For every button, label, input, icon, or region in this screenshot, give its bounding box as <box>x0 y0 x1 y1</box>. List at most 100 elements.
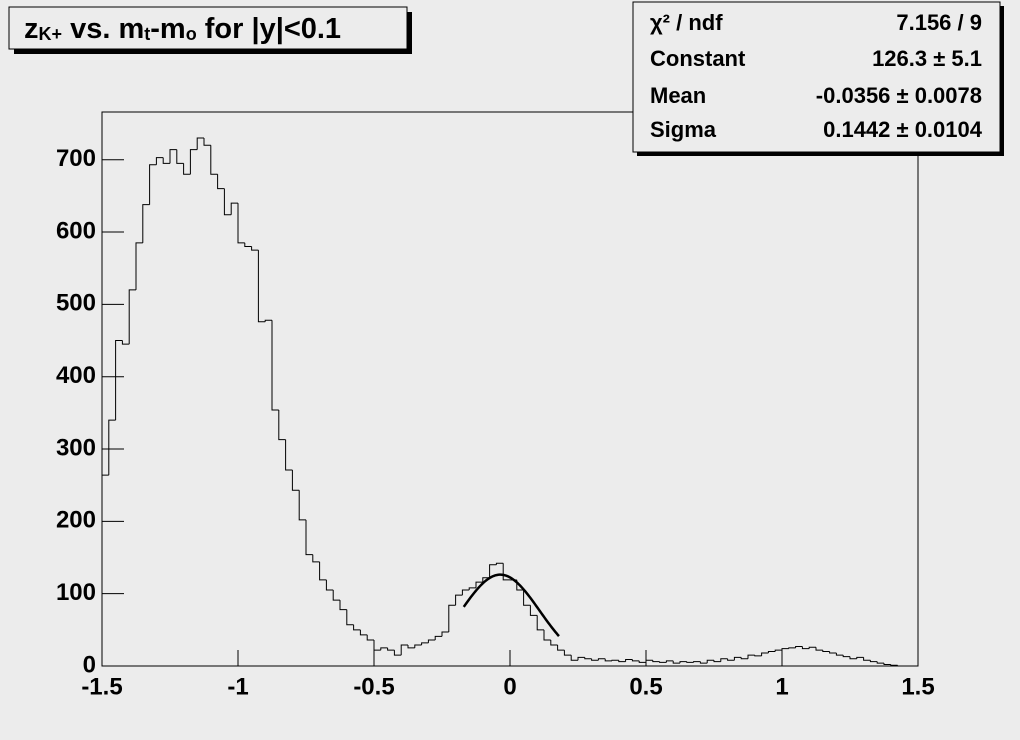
histogram-bin <box>645 659 653 663</box>
histogram-bin <box>808 646 816 649</box>
histogram-bin <box>774 649 782 652</box>
histogram-bin <box>346 609 354 626</box>
histogram-bin <box>829 651 837 654</box>
histogram-bin <box>482 577 490 583</box>
histogram-bin <box>373 639 381 651</box>
histogram-bin <box>611 659 619 661</box>
x-tick-label: 0 <box>503 673 516 700</box>
histogram-bin <box>761 652 769 656</box>
title-text: vs. m <box>62 13 144 45</box>
histogram-bin <box>387 647 395 651</box>
histogram-bin <box>380 647 388 651</box>
histogram-bin <box>407 645 415 649</box>
x-tick-label: -0.5 <box>353 673 394 700</box>
histogram-bin <box>237 203 245 244</box>
histogram-bin <box>176 149 184 164</box>
histogram-bin <box>781 648 789 651</box>
histogram-bin <box>788 647 796 649</box>
histogram-bin <box>523 590 531 606</box>
histogram-bin <box>767 651 776 653</box>
histogram-bin <box>665 660 674 663</box>
histogram-bin <box>584 657 592 660</box>
histogram-bin <box>421 642 429 646</box>
histogram-bin <box>577 656 585 661</box>
histogram-bin <box>359 629 368 636</box>
histogram-bin <box>298 490 306 521</box>
histogram-bin <box>434 635 442 640</box>
stats-value: -0.0356 ± 0.0078 <box>816 83 982 108</box>
histogram-bin <box>264 319 272 322</box>
histogram-bin <box>489 564 497 578</box>
y-tick-label: 300 <box>56 434 96 461</box>
histogram-bin <box>502 563 510 581</box>
histogram-bin <box>285 439 293 471</box>
histogram-bin <box>890 664 898 666</box>
y-tick-label: 0 <box>83 651 96 678</box>
histogram-bin <box>448 604 456 633</box>
chart-title: zK+ vs. mt-mo for |y|<0.1 <box>24 13 341 45</box>
histogram-bin <box>897 665 905 667</box>
histogram-bin <box>475 581 483 588</box>
histogram-bin <box>699 661 708 664</box>
histogram-bin <box>217 174 225 190</box>
y-tick-label: 600 <box>56 217 96 244</box>
histogram-bin <box>332 590 340 601</box>
histogram-bin <box>842 655 850 658</box>
histogram-bin <box>638 660 646 663</box>
histogram-bin <box>856 656 864 659</box>
title-subscript: K+ <box>39 24 63 44</box>
histogram-bin <box>305 519 313 556</box>
stats-name: Mean <box>650 83 706 108</box>
histogram-bin <box>400 644 408 656</box>
x-tick-label: 1.5 <box>901 673 934 700</box>
histogram-bin <box>693 661 701 663</box>
histogram-bin <box>414 644 422 648</box>
histogram-bin <box>183 163 191 175</box>
histogram-bin <box>189 149 198 175</box>
histogram-bin <box>319 561 327 581</box>
histogram-bin <box>659 661 667 663</box>
stats-name: Sigma <box>650 117 717 142</box>
histogram-bin <box>672 660 680 664</box>
histogram-bin <box>278 409 286 441</box>
histogram-bin <box>727 658 735 661</box>
histogram-bin <box>101 474 109 666</box>
stats-name: Constant <box>650 46 746 71</box>
title-text: -m <box>150 13 185 45</box>
histogram-bin <box>652 660 660 663</box>
histogram-bin <box>815 647 823 651</box>
y-tick-label: 500 <box>56 290 96 317</box>
histogram-bin <box>128 289 136 345</box>
y-tick-label: 700 <box>56 145 96 172</box>
histogram-bin <box>733 656 742 661</box>
histogram-bin <box>883 663 891 666</box>
title-subscript: o <box>186 24 197 44</box>
histogram-bin <box>461 589 470 596</box>
histogram-bin <box>863 657 871 661</box>
histogram-bin <box>529 605 538 616</box>
histogram-bin <box>604 658 612 662</box>
histogram-bin <box>754 655 762 657</box>
histogram-bin <box>223 188 232 216</box>
title-text: z <box>24 13 39 45</box>
histogram-bin <box>550 639 558 646</box>
histogram-bin <box>876 661 884 664</box>
histogram-bin <box>251 246 259 251</box>
stats-box <box>632 1 1001 153</box>
title-box <box>8 6 408 50</box>
stats-value: 126.3 ± 5.1 <box>872 46 982 71</box>
histogram-bin <box>203 138 211 146</box>
histogram-bin <box>210 145 218 175</box>
histogram-bin <box>291 470 300 491</box>
histogram-bin <box>142 204 150 243</box>
histogram-bin <box>196 137 204 150</box>
histogram-bin <box>169 149 177 164</box>
histogram-bin <box>441 631 449 637</box>
fit-curve <box>462 573 560 637</box>
histogram-bin <box>597 658 606 661</box>
histogram-bin <box>801 646 810 650</box>
histogram-bin <box>570 655 578 661</box>
histogram-bin <box>713 660 721 663</box>
histogram-bin <box>720 658 728 662</box>
histogram-bin <box>115 340 123 421</box>
